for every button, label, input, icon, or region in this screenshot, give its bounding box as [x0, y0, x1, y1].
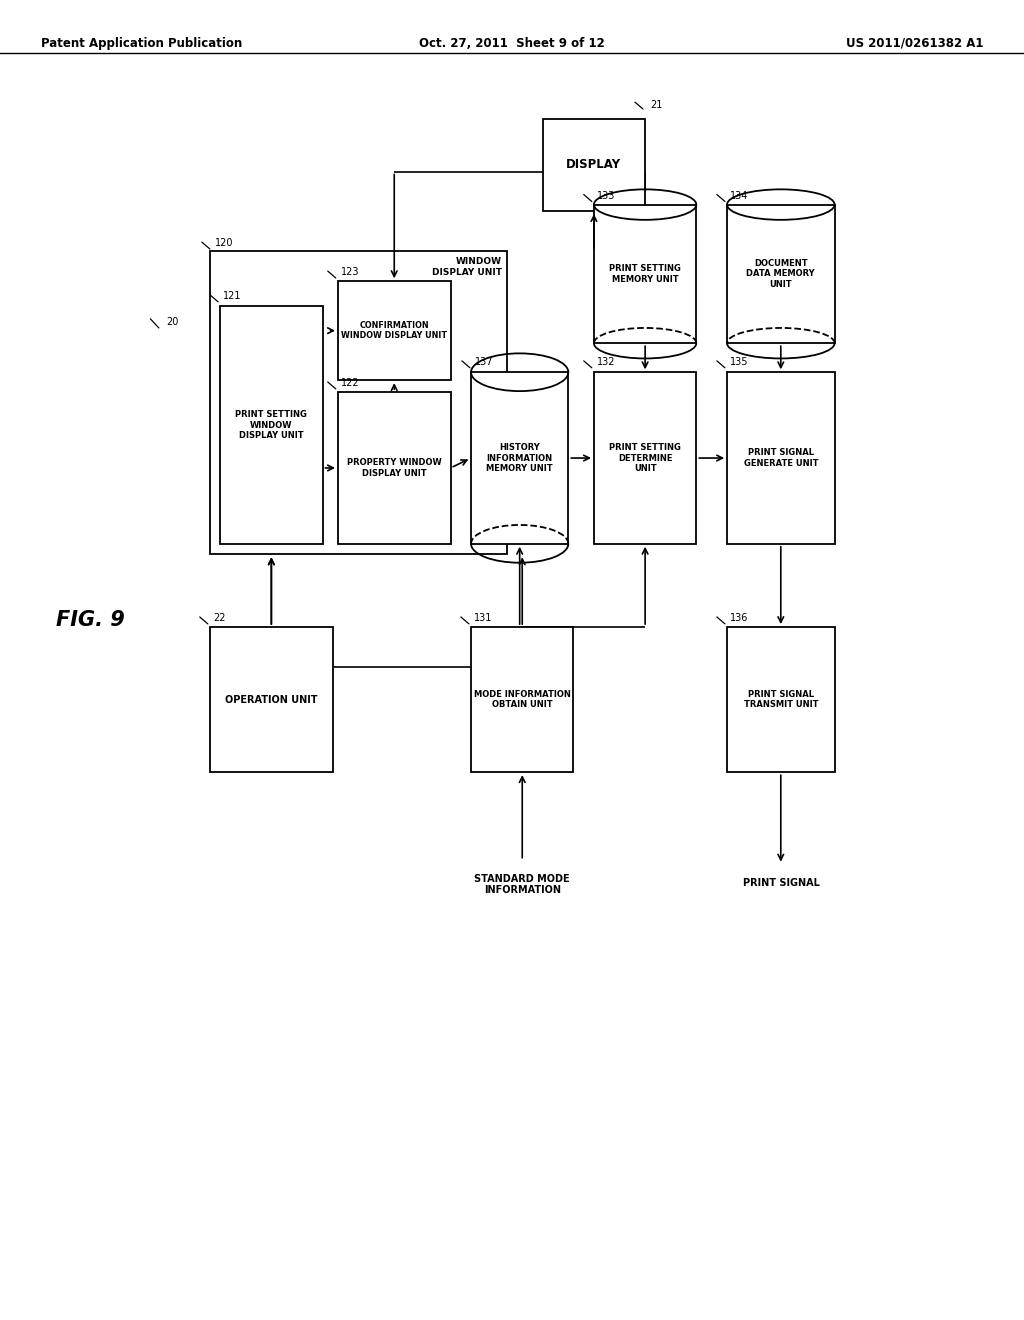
Text: PRINT SIGNAL
GENERATE UNIT: PRINT SIGNAL GENERATE UNIT	[743, 449, 818, 467]
Text: 134: 134	[730, 190, 749, 201]
Text: 120: 120	[215, 238, 233, 248]
Text: Patent Application Publication: Patent Application Publication	[41, 37, 243, 50]
Bar	[727, 372, 835, 544]
Bar	[220, 306, 323, 544]
Text: PRINT SETTING
WINDOW
DISPLAY UNIT: PRINT SETTING WINDOW DISPLAY UNIT	[236, 411, 307, 440]
Text: PRINT SETTING
MEMORY UNIT: PRINT SETTING MEMORY UNIT	[609, 264, 681, 284]
Bar	[210, 251, 507, 554]
Text: 137: 137	[475, 356, 494, 367]
Text: 133: 133	[597, 190, 615, 201]
Bar	[594, 205, 696, 343]
Text: US 2011/0261382 A1: US 2011/0261382 A1	[846, 37, 983, 50]
Bar	[338, 392, 451, 544]
Bar	[471, 372, 568, 544]
Text: MODE INFORMATION
OBTAIN UNIT: MODE INFORMATION OBTAIN UNIT	[474, 690, 570, 709]
Text: WINDOW
DISPLAY UNIT: WINDOW DISPLAY UNIT	[432, 257, 502, 277]
Text: PRINT SETTING
DETERMINE
UNIT: PRINT SETTING DETERMINE UNIT	[609, 444, 681, 473]
Bar	[210, 627, 333, 772]
Text: 131: 131	[474, 612, 493, 623]
Text: 20: 20	[166, 317, 178, 327]
Bar	[727, 205, 835, 343]
Text: 135: 135	[730, 356, 749, 367]
Text: PROPERTY WINDOW
DISPLAY UNIT: PROPERTY WINDOW DISPLAY UNIT	[347, 458, 441, 478]
Text: FIG. 9: FIG. 9	[56, 610, 125, 631]
Bar	[594, 372, 696, 544]
Bar	[727, 627, 835, 772]
Text: 122: 122	[341, 378, 359, 388]
Bar	[471, 627, 573, 772]
Text: DISPLAY: DISPLAY	[566, 158, 622, 172]
Text: DOCUMENT
DATA MEMORY
UNIT: DOCUMENT DATA MEMORY UNIT	[746, 259, 815, 289]
Text: 136: 136	[730, 612, 749, 623]
Text: 121: 121	[223, 290, 242, 301]
Text: 22: 22	[213, 612, 225, 623]
Bar	[543, 119, 645, 211]
Text: HISTORY
INFORMATION
MEMORY UNIT: HISTORY INFORMATION MEMORY UNIT	[486, 444, 553, 473]
Text: PRINT SIGNAL: PRINT SIGNAL	[742, 878, 820, 888]
Text: 132: 132	[597, 356, 615, 367]
Text: STANDARD MODE
INFORMATION: STANDARD MODE INFORMATION	[474, 874, 570, 895]
Bar	[338, 281, 451, 380]
Text: Oct. 27, 2011  Sheet 9 of 12: Oct. 27, 2011 Sheet 9 of 12	[419, 37, 605, 50]
Text: 21: 21	[650, 99, 663, 110]
Text: 123: 123	[341, 267, 359, 277]
Text: CONFIRMATION
WINDOW DISPLAY UNIT: CONFIRMATION WINDOW DISPLAY UNIT	[341, 321, 447, 341]
Text: OPERATION UNIT: OPERATION UNIT	[225, 694, 317, 705]
Text: PRINT SIGNAL
TRANSMIT UNIT: PRINT SIGNAL TRANSMIT UNIT	[743, 690, 818, 709]
